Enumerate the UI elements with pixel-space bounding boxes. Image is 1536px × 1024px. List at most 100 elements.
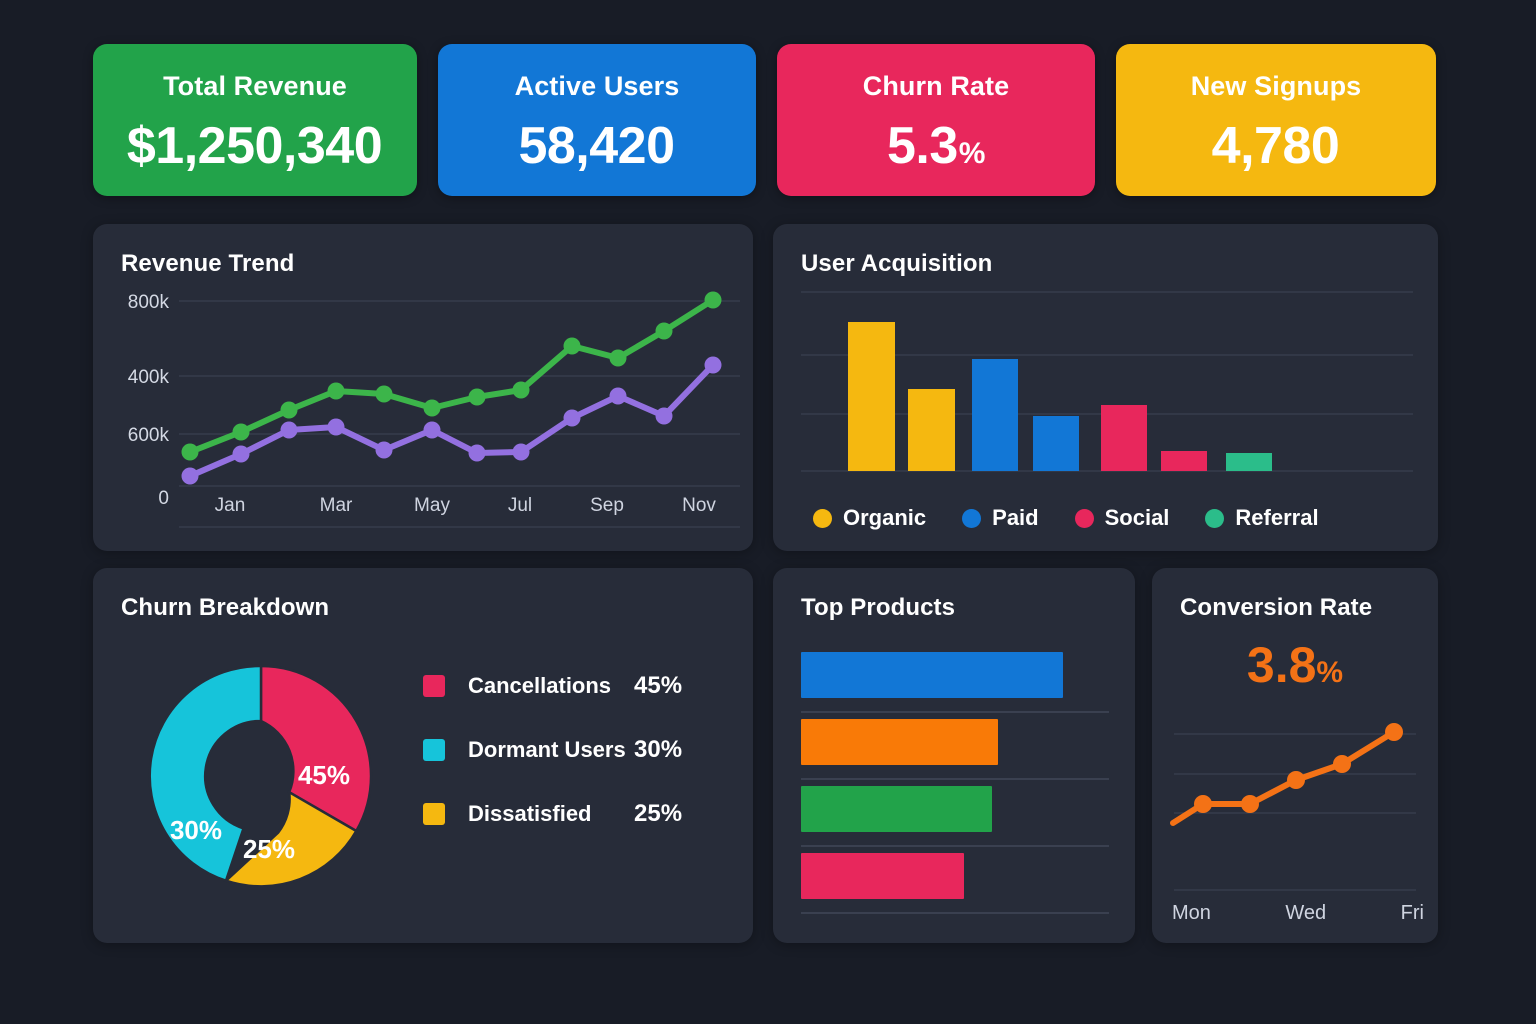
legend-item-referral[interactable]: Referral xyxy=(1205,505,1319,531)
legend-swatch-icon xyxy=(423,739,445,761)
panel-conversion-rate: Conversion Rate 3.8% Mon Wed Fri xyxy=(1152,568,1438,943)
y-tick-label: 800k xyxy=(128,292,170,313)
product-bar-row xyxy=(801,780,1109,847)
x-tick-label: Mar xyxy=(320,495,353,516)
legend-label: Organic xyxy=(843,505,927,530)
legend-item-paid[interactable]: Paid xyxy=(962,505,1039,531)
bar-organic-a[interactable] xyxy=(848,322,895,471)
legend-item-organic[interactable]: Organic xyxy=(813,505,926,531)
kpi-value: $1,250,340 xyxy=(127,120,383,172)
kpi-card-row: Total Revenue $1,250,340 Active Users 58… xyxy=(93,44,1440,196)
kpi-value-suffix: % xyxy=(958,136,986,170)
kpi-title: Churn Rate xyxy=(862,70,1010,101)
conversion-rate-number: 3.8 xyxy=(1246,637,1317,693)
legend-swatch-icon xyxy=(423,675,445,697)
panel-title-conversion-rate: Conversion Rate xyxy=(1180,594,1373,621)
legend-label: Dormant Users xyxy=(468,737,626,762)
user-acquisition-chart xyxy=(801,291,1413,472)
legend-dot-icon xyxy=(962,508,982,528)
x-tick-label: May xyxy=(414,495,450,516)
donut-slice-dissatisfied[interactable] xyxy=(223,789,359,888)
bar-gridline xyxy=(801,845,1109,847)
day-label-fri: Fri xyxy=(1400,902,1424,924)
panel-top-products: Top Products xyxy=(773,568,1135,943)
kpi-card-new-signups[interactable]: New Signups 4,780 xyxy=(1116,44,1436,196)
conversion-rate-suffix: % xyxy=(1316,656,1344,689)
product-bar-1[interactable] xyxy=(801,652,1063,698)
legend-swatch-icon xyxy=(423,803,445,825)
kpi-card-churn-rate[interactable]: Churn Rate 5.3% xyxy=(777,44,1095,196)
kpi-value-text: 4,780 xyxy=(1211,116,1340,175)
y-tick-label: 400k xyxy=(128,367,170,388)
revenue-trend-chart: 800k 400k 600k 0 Jan Mar May Jul Sep Nov xyxy=(128,291,740,528)
churn-legend: Cancellations 45% Dormant Users 30% Diss… xyxy=(423,672,682,828)
donut-value-label: 25% xyxy=(243,834,295,864)
kpi-value-text: 5.3 xyxy=(887,116,958,175)
bar-gridline xyxy=(801,711,1109,713)
y-tick-label: 600k xyxy=(128,425,170,446)
product-bar-row xyxy=(801,646,1109,713)
legend-item-dissatisfied[interactable]: Dissatisfied 25% xyxy=(423,800,682,828)
bar-paid-a[interactable] xyxy=(972,359,1018,471)
bar-referral[interactable] xyxy=(1226,453,1272,471)
x-tick-label: Jan xyxy=(215,495,246,516)
top-products-chart xyxy=(801,646,1109,916)
panel-title-top-products: Top Products xyxy=(801,594,956,621)
user-acquisition-legend: Organic Paid Social Referral xyxy=(813,505,1319,531)
legend-label: Cancellations xyxy=(468,673,612,698)
donut-slice-dormant-users[interactable] xyxy=(148,664,263,883)
bar-organic-b[interactable] xyxy=(908,389,955,471)
legend-label: Referral xyxy=(1235,505,1319,530)
donut-value-label: 30% xyxy=(170,815,222,845)
panel-title-revenue-trend: Revenue Trend xyxy=(121,250,295,277)
legend-label: Social xyxy=(1104,505,1170,530)
panel-title-churn-breakdown: Churn Breakdown xyxy=(121,594,330,621)
bar-social-b[interactable] xyxy=(1161,451,1207,471)
conversion-rate-value: 3.8% xyxy=(1152,640,1438,690)
legend-item-social[interactable]: Social xyxy=(1074,505,1170,531)
kpi-title: Total Revenue xyxy=(163,70,347,101)
conversion-rate-sparkline xyxy=(1170,723,1416,891)
day-label-mon: Mon xyxy=(1172,902,1211,924)
bar-social-a[interactable] xyxy=(1101,405,1147,471)
kpi-value: 4,780 xyxy=(1212,120,1341,172)
panel-churn-breakdown: Churn Breakdown 45% 25% 30% Cancellation… xyxy=(93,568,753,943)
bar-gridline xyxy=(801,912,1109,914)
kpi-card-active-users[interactable]: Active Users 58,420 xyxy=(438,44,756,196)
legend-value: 45% xyxy=(634,672,683,699)
kpi-card-total-revenue[interactable]: Total Revenue $1,250,340 xyxy=(93,44,417,196)
x-tick-label: Jul xyxy=(508,495,532,516)
x-tick-label: Nov xyxy=(682,495,716,516)
product-bar-3[interactable] xyxy=(801,786,992,832)
kpi-value-text: $1,250,340 xyxy=(126,116,383,175)
legend-value: 30% xyxy=(634,736,683,763)
kpi-value: 58,420 xyxy=(518,120,675,172)
legend-item-cancellations[interactable]: Cancellations 45% xyxy=(423,672,682,700)
y-tick-label: 0 xyxy=(158,488,169,509)
product-bar-row xyxy=(801,713,1109,780)
panel-title-user-acquisition: User Acquisition xyxy=(801,250,993,277)
legend-label: Dissatisfied xyxy=(468,801,592,826)
day-label-wed: Wed xyxy=(1285,902,1327,924)
conversion-day-labels: Mon Wed Fri xyxy=(1172,902,1424,925)
x-tick-label: Sep xyxy=(590,495,624,516)
churn-donut-chart: 45% 25% 30% xyxy=(111,626,441,936)
bar-gridline xyxy=(801,778,1109,780)
product-bar-2[interactable] xyxy=(801,719,999,765)
kpi-value: 5.3% xyxy=(887,120,985,172)
legend-dot-icon xyxy=(1205,508,1225,528)
panel-revenue-trend: Revenue Trend 800k 400k 600k 0 Jan Mar M… xyxy=(93,224,753,551)
series-purple-line xyxy=(181,356,722,485)
legend-label: Paid xyxy=(992,505,1039,530)
donut-value-label: 45% xyxy=(298,760,350,790)
panel-user-acquisition: User Acquisition Organic Paid xyxy=(773,224,1438,551)
bar-paid-b[interactable] xyxy=(1033,416,1079,471)
kpi-title: New Signups xyxy=(1190,70,1362,101)
legend-dot-icon xyxy=(813,508,832,528)
kpi-value-text: 58,420 xyxy=(518,116,675,175)
legend-item-dormant-users[interactable]: Dormant Users 30% xyxy=(423,736,682,764)
donut-slice-cancellations[interactable] xyxy=(259,664,373,833)
product-bar-4[interactable] xyxy=(801,853,965,899)
legend-dot-icon xyxy=(1074,508,1094,528)
